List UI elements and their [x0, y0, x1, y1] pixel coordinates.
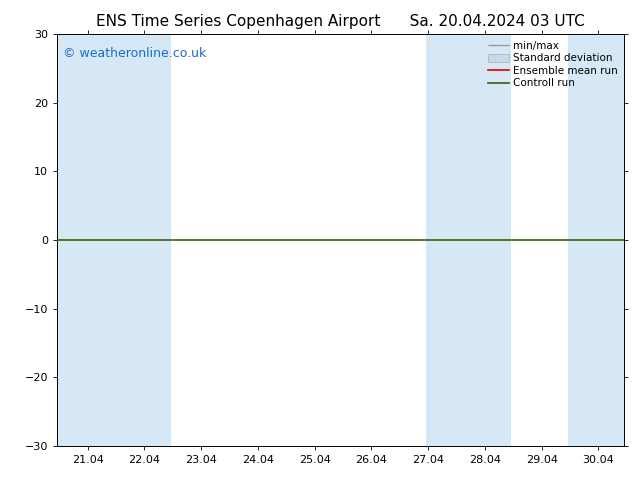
- Bar: [57, 34, 113, 446]
- Bar: [113, 34, 171, 446]
- Bar: [454, 34, 511, 446]
- Bar: [567, 34, 624, 446]
- Legend: min/max, Standard deviation, Ensemble mean run, Controll run: min/max, Standard deviation, Ensemble me…: [486, 37, 621, 92]
- Bar: [426, 34, 454, 446]
- Title: ENS Time Series Copenhagen Airport      Sa. 20.04.2024 03 UTC: ENS Time Series Copenhagen Airport Sa. 2…: [96, 14, 585, 29]
- Text: © weatheronline.co.uk: © weatheronline.co.uk: [63, 47, 206, 60]
